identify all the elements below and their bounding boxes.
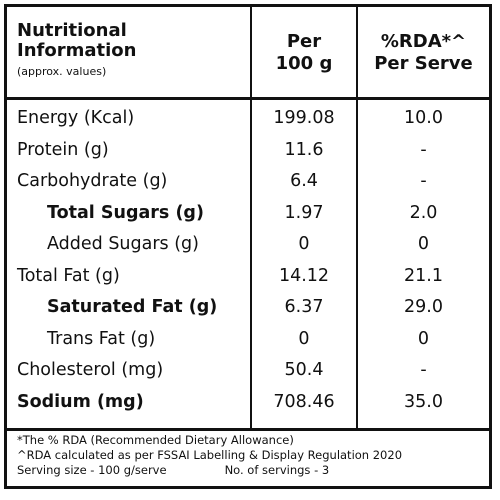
per-100g-value: 6.4 [290, 171, 318, 191]
rda-value: 0 [417, 234, 430, 254]
nutrition-label: Nutritional Information (approx. values)… [4, 4, 492, 489]
table-row: Sodium (mg) 708.46 35.0 [7, 387, 489, 419]
serving-info: Serving size - 100 g/serve No. of serving… [17, 463, 487, 478]
header-title: Nutritional Information [17, 21, 136, 61]
rda-value: 0 [417, 328, 430, 349]
nutrient-name: Saturated Fat (g) [47, 297, 218, 317]
rda-value: 10.0 [404, 108, 443, 128]
per-100g-value: 0 [298, 234, 310, 254]
column-header-per-100g: Per 100 g [252, 31, 356, 75]
nutrient-rows: Energy (Kcal) 199.08 10.0 Protein (g) 11… [7, 103, 489, 418]
nutrient-name: Total Fat (g) [17, 265, 120, 286]
serving-size: Serving size - 100 g/serve [17, 463, 167, 477]
header-subtitle: (approx. values) [17, 65, 107, 78]
per-100g-value: 199.08 [273, 108, 335, 128]
header-divider [7, 97, 489, 100]
footnote-rda-definition: *The % RDA (Recommended Dietary Allowanc… [17, 433, 294, 447]
label-header: Nutritional Information (approx. values)… [7, 7, 489, 97]
nutrient-name: Sodium (mg) [17, 391, 144, 412]
footer-divider [7, 428, 489, 431]
rda-value: 35.0 [404, 391, 443, 412]
nutrient-name: Protein (g) [17, 139, 109, 160]
nutrient-name: Trans Fat (g) [47, 328, 156, 349]
table-row: Carbohydrate (g) 6.4 - [7, 166, 489, 198]
column-header-per-line1: Per [286, 31, 322, 52]
label-footer: *The % RDA (Recommended Dietary Allowanc… [17, 433, 487, 478]
column-header-per-line2: 100 g [275, 53, 333, 74]
rda-value: 21.1 [404, 265, 443, 286]
column-header-rda-line1: %RDA*^ [380, 31, 467, 52]
per-100g-value: 708.46 [273, 391, 335, 412]
per-100g-value: 14.12 [278, 265, 330, 286]
column-divider-2 [356, 7, 358, 428]
per-100g-value: 0 [298, 328, 310, 349]
column-header-rda-line2: Per Serve [374, 53, 473, 74]
table-row: Added Sugars (g) 0 0 [7, 229, 489, 261]
nutrient-name: Total Sugars (g) [47, 202, 204, 223]
table-row: Energy (Kcal) 199.08 10.0 [7, 103, 489, 135]
rda-value: - [420, 360, 427, 380]
per-100g-value: 1.97 [284, 202, 324, 223]
table-row: Cholesterol (mg) 50.4 - [7, 355, 489, 387]
rda-value: - [420, 171, 427, 191]
table-row: Total Fat (g) 14.12 21.1 [7, 261, 489, 293]
servings-count: No. of servings - 3 [224, 463, 330, 477]
header-title-line1: Nutritional [17, 20, 127, 41]
nutrient-name: Added Sugars (g) [47, 234, 199, 254]
table-row: Protein (g) 11.6 - [7, 135, 489, 167]
rda-value: 29.0 [404, 297, 443, 317]
footnote-rda-regulation: ^RDA calculated as per FSSAI Labelling &… [17, 448, 403, 462]
per-100g-value: 11.6 [284, 139, 324, 160]
rda-value: 2.0 [409, 202, 438, 223]
table-row: Saturated Fat (g) 6.37 29.0 [7, 292, 489, 324]
column-header-rda: %RDA*^ Per Serve [358, 31, 489, 75]
per-100g-value: 50.4 [284, 360, 324, 380]
nutrient-name: Energy (Kcal) [17, 108, 135, 128]
per-100g-value: 6.37 [284, 297, 324, 317]
table-row: Total Sugars (g) 1.97 2.0 [7, 198, 489, 230]
nutrient-name: Cholesterol (mg) [17, 360, 164, 380]
rda-value: - [420, 139, 427, 160]
table-row: Trans Fat (g) 0 0 [7, 324, 489, 356]
nutrient-name: Carbohydrate (g) [17, 171, 168, 191]
header-title-line2: Information [17, 40, 137, 61]
column-divider-1 [250, 7, 252, 428]
